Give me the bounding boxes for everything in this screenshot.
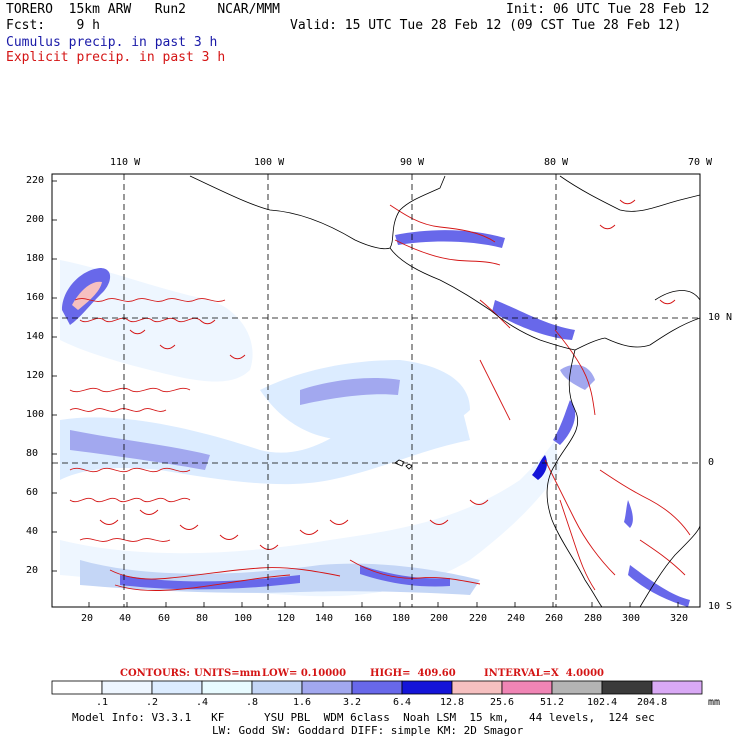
x-tick-label: 80 — [196, 613, 209, 624]
y-tick-label: 220 — [26, 175, 45, 186]
init-time: Init: 06 UTC Tue 28 Feb 12 — [506, 2, 710, 17]
model-run-title: TORERO 15km ARW Run2 NCAR/MMM — [6, 2, 280, 17]
x-tick-label: 200 — [430, 613, 449, 624]
coastlines — [189, 175, 700, 607]
x-tick-label: 20 — [81, 613, 94, 624]
contours-high: HIGH= 409.60 — [370, 668, 456, 679]
colorbar-label: .1 — [96, 697, 109, 708]
colorbar-swatch — [601, 680, 653, 695]
contours-units: UNITS=mm — [194, 668, 261, 679]
explicit-precip-legend: Explicit precip. in past 3 h — [6, 50, 226, 65]
colorbar-swatch — [151, 680, 203, 695]
latlon-grid — [52, 174, 700, 607]
x-tick-label: 280 — [584, 613, 603, 624]
x-tick-label: 160 — [354, 613, 373, 624]
forecast-hour: Fcst: 9 h — [6, 18, 100, 33]
physics-info: LW: Godd SW: Goddard DIFF: simple KM: 2D… — [212, 724, 524, 737]
colorbar-label: 51.2 — [540, 697, 565, 708]
colorbar-swatch — [351, 680, 403, 695]
colorbar-swatch — [201, 680, 253, 695]
cumulus-precip-legend: Cumulus precip. in past 3 h — [6, 35, 218, 50]
contours-interval: INTERVAL=X 4.0000 — [484, 668, 604, 679]
x-tick-label: 220 — [469, 613, 488, 624]
x-tick-label: 180 — [392, 613, 411, 624]
colorbar-swatch — [551, 680, 603, 695]
colorbar-unit: mm — [708, 697, 721, 708]
colorbar-swatch — [401, 680, 453, 695]
y-tick-label: 40 — [26, 526, 39, 537]
y-tick-label: 100 — [26, 409, 45, 420]
x-tick-label: 40 — [119, 613, 132, 624]
x-tick-label: 240 — [507, 613, 526, 624]
y-tick-label: 160 — [26, 292, 45, 303]
lon-label-90w: 90 W — [400, 157, 425, 168]
x-tick-label: 140 — [315, 613, 334, 624]
model-info: Model Info: V3.3.1 KF YSU PBL WDM 6class… — [72, 711, 655, 724]
lat-label-0: 0 — [708, 457, 715, 468]
lat-label-10s: 10 S — [708, 601, 733, 612]
lon-label-100w: 100 W — [254, 157, 285, 168]
lat-label-10n: 10 N — [708, 312, 733, 323]
y-tick-label: 20 — [26, 565, 39, 576]
colorbar-swatch — [251, 680, 303, 695]
lon-label-80w: 80 W — [544, 157, 569, 168]
explicit-precip-contours — [69, 199, 691, 591]
colorbar-label: 12.8 — [440, 697, 465, 708]
colorbar-label: .2 — [146, 697, 159, 708]
precip-shading-layer — [60, 230, 690, 607]
colorbar-label: .8 — [246, 697, 259, 708]
colorbar-swatch — [51, 680, 103, 695]
x-tick-label: 320 — [670, 613, 689, 624]
y-tick-label: 60 — [26, 487, 39, 498]
colorbar-swatch — [501, 680, 553, 695]
valid-time: Valid: 15 UTC Tue 28 Feb 12 (09 CST Tue … — [290, 18, 682, 33]
lon-label-70w: 70 W — [688, 157, 713, 168]
x-tick-label: 60 — [158, 613, 171, 624]
lon-label-110w: 110 W — [110, 157, 141, 168]
map-frame — [51, 173, 701, 608]
axis-ticks — [52, 180, 679, 607]
y-tick-label: 180 — [26, 253, 45, 264]
colorbar-swatch — [301, 680, 353, 695]
x-tick-label: 120 — [277, 613, 296, 624]
x-tick-label: 100 — [234, 613, 253, 624]
colorbar-label: 6.4 — [393, 697, 412, 708]
y-tick-label: 80 — [26, 448, 39, 459]
y-tick-label: 200 — [26, 214, 45, 225]
colorbar-label: 1.6 — [293, 697, 312, 708]
x-tick-label: 300 — [622, 613, 641, 624]
colorbar-swatch — [101, 680, 153, 695]
colorbar-label: 3.2 — [343, 697, 362, 708]
colorbar-swatch — [451, 680, 503, 695]
x-tick-label: 260 — [545, 613, 564, 624]
y-tick-label: 140 — [26, 331, 45, 342]
colorbar-swatch — [651, 680, 703, 695]
contours-label: CONTOURS: — [120, 668, 190, 679]
colorbar — [51, 680, 703, 695]
colorbar-label: 102.4 — [587, 697, 618, 708]
y-tick-label: 120 — [26, 370, 45, 381]
contours-low: LOW= 0.10000 — [262, 668, 347, 679]
colorbar-label: .4 — [196, 697, 209, 708]
colorbar-label: 25.6 — [490, 697, 515, 708]
colorbar-label: 204.8 — [637, 697, 668, 708]
